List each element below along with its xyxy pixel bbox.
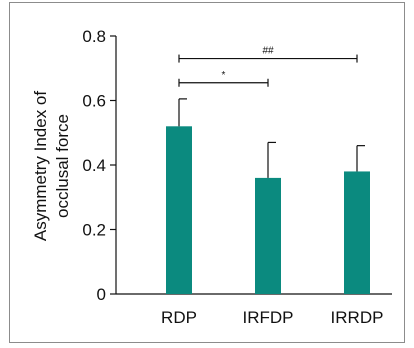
y-tick-label: 0.4 <box>82 156 106 175</box>
bars: RDP IRFDP IRRDP <box>161 98 384 327</box>
y-axis-label-line-2: occlusal force <box>53 114 72 218</box>
bar-irrdp <box>344 171 370 294</box>
significance-marker-0: * <box>222 70 226 81</box>
bar-irfdp <box>255 177 281 294</box>
y-tick-label: 0.8 <box>82 27 106 46</box>
bar-rdp <box>166 126 192 294</box>
x-tick-label: IRFDP <box>243 308 294 327</box>
y-tick-label: 0 <box>97 285 106 304</box>
significance-marker-1: ## <box>262 46 274 57</box>
x-tick-label: IRRDP <box>331 308 384 327</box>
x-tick-label: RDP <box>161 308 197 327</box>
significance-brackets: * ## <box>178 46 358 87</box>
y-tick-label: 0.6 <box>82 92 106 111</box>
y-tick-label: 0.2 <box>82 221 106 240</box>
y-axis-label-line-1: Asymmetry Index of <box>31 91 50 241</box>
figure-frame <box>9 2 405 343</box>
